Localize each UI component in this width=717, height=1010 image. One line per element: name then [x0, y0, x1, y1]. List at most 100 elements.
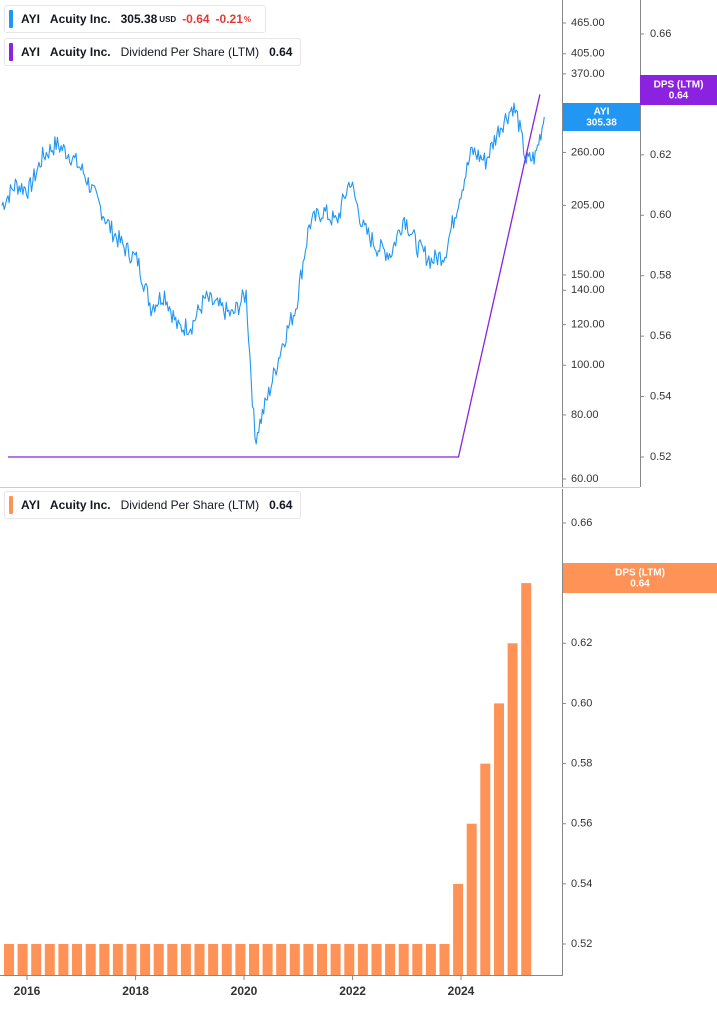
dps-bar[interactable] [126, 944, 137, 975]
dps-bar[interactable] [249, 944, 259, 975]
dps-bar[interactable] [480, 763, 491, 975]
dps-bar[interactable] [44, 944, 55, 975]
legend-dps-bottom-value: 0.64 [269, 498, 293, 512]
time-tick-label: 2020 [231, 984, 258, 998]
dps-bar[interactable] [72, 944, 82, 975]
legend-price-swatch [9, 10, 13, 28]
legend-dps-top-indicator: Dividend Per Share (LTM) [120, 45, 260, 59]
legend-dps-top-company: Acuity Inc. [49, 45, 111, 59]
price-badge-bg [563, 103, 640, 131]
dps-tick-label-bottom: 0.66 [571, 517, 592, 529]
dps-tick-label-top: 0.54 [650, 390, 671, 402]
dps-bar[interactable] [317, 944, 327, 975]
dps-badge-top-line1: DPS (LTM) [654, 80, 704, 91]
dps-tick-label-top: 0.58 [650, 270, 671, 282]
dps-bar[interactable] [194, 944, 205, 975]
dps-bar[interactable] [276, 944, 287, 975]
dps-bar[interactable] [439, 944, 450, 975]
dps-bar[interactable] [17, 944, 28, 975]
price-series-line[interactable] [1, 102, 545, 445]
dps-badge-top-line2: 0.64 [669, 91, 689, 102]
legend-dps-bottom-swatch [9, 496, 13, 514]
dps-tick-label-bottom: 0.60 [571, 697, 592, 709]
dps-bar[interactable] [140, 944, 151, 975]
legend-pct-sign: % [243, 14, 252, 24]
dps-bar[interactable] [289, 944, 300, 975]
legend-currency: USD [159, 14, 177, 24]
dps-bar[interactable] [398, 944, 409, 975]
legend-dps-top-swatch [9, 43, 13, 61]
dps-tick-label-top: 0.60 [650, 209, 671, 221]
legend-ticker: AYI [21, 12, 40, 26]
dps-bar[interactable] [371, 944, 382, 975]
dps-bar[interactable] [235, 944, 246, 975]
dps-bar[interactable] [385, 944, 396, 975]
legend-dps-bottom-indicator: Dividend Per Share (LTM) [120, 498, 260, 512]
dps-bar[interactable] [58, 944, 69, 975]
dps-series-line[interactable] [8, 94, 541, 458]
time-tick-label: 2024 [448, 984, 475, 998]
dps-bar[interactable] [330, 944, 341, 975]
legend-price-value: 305.38 [120, 12, 158, 26]
dps-bar[interactable] [494, 703, 504, 975]
legend-dps-bottom-company: Acuity Inc. [49, 498, 111, 512]
dps-tick-label-top: 0.62 [650, 149, 671, 161]
dps-bar[interactable] [425, 944, 436, 975]
legend-change-pct: -0.21 [215, 12, 243, 26]
price-tick-label: 60.00 [571, 473, 599, 485]
price-tick-label: 370.00 [571, 68, 605, 80]
legend-dps-bottom[interactable]: AYI Acuity Inc. Dividend Per Share (LTM)… [4, 491, 302, 519]
dps-bar[interactable] [180, 944, 191, 975]
dps-bar[interactable] [167, 944, 178, 975]
price-tick-label: 205.00 [571, 199, 605, 211]
dps-tick-label-bottom: 0.62 [571, 637, 592, 649]
dps-tick-label-top: 0.52 [650, 451, 671, 463]
price-tick-label: 80.00 [571, 409, 599, 421]
legend-dps-top-ticker: AYI [21, 45, 40, 59]
legend-dps-top[interactable]: AYI Acuity Inc. Dividend Per Share (LTM)… [4, 38, 302, 66]
price-tick-label: 100.00 [571, 359, 605, 371]
legend-dps-bottom-ticker: AYI [21, 498, 40, 512]
dps-bar[interactable] [153, 944, 164, 975]
dps-bar[interactable] [453, 883, 464, 975]
dps-bar[interactable] [344, 944, 355, 975]
price-badge-line2: 305.38 [586, 118, 617, 129]
dps-bar[interactable] [521, 583, 532, 975]
price-tick-label: 150.00 [571, 269, 605, 281]
dps-bar[interactable] [99, 944, 110, 975]
dps-badge-top: DPS (LTM)0.64 [640, 75, 717, 105]
dps-tick-label-bottom: 0.54 [571, 878, 592, 890]
dps-bar[interactable] [221, 944, 232, 975]
legend-company: Acuity Inc. [49, 12, 111, 26]
price-tick-label: 260.00 [571, 146, 605, 158]
dps-bar[interactable] [112, 944, 123, 975]
dps-bar[interactable] [507, 643, 518, 975]
price-tick-label: 465.00 [571, 17, 605, 29]
dps-tick-label-top: 0.66 [650, 28, 671, 40]
price-tick-label: 120.00 [571, 319, 605, 331]
dps-bar[interactable] [466, 823, 477, 975]
dps-bar[interactable] [303, 944, 314, 975]
price-tick-label: 140.00 [571, 284, 605, 296]
dps-bar[interactable] [4, 944, 14, 975]
dps-bar[interactable] [31, 944, 42, 975]
time-tick-label: 2018 [122, 984, 149, 998]
price-tick-label: 405.00 [571, 48, 605, 60]
dps-bar[interactable] [412, 944, 423, 975]
dps-badge-bottom-line1: DPS (LTM) [615, 568, 665, 579]
dps-tick-label-bottom: 0.58 [571, 757, 592, 769]
dps-badge-bottom: DPS (LTM)0.64 [563, 563, 717, 593]
dps-bar[interactable] [208, 944, 219, 975]
dps-bar[interactable] [85, 944, 96, 975]
legend-dps-top-value: 0.64 [269, 45, 293, 59]
dps-tick-label-bottom: 0.52 [571, 938, 592, 950]
dps-bar[interactable] [357, 944, 368, 975]
price-badge-line1: AYI [594, 107, 610, 118]
legend-change: -0.64 [182, 12, 210, 26]
dps-bar[interactable] [262, 944, 273, 975]
legend-price[interactable]: AYI Acuity Inc. 305.38 USD -0.64 -0.21 % [4, 5, 267, 33]
dps-tick-label-top: 0.56 [650, 330, 671, 342]
